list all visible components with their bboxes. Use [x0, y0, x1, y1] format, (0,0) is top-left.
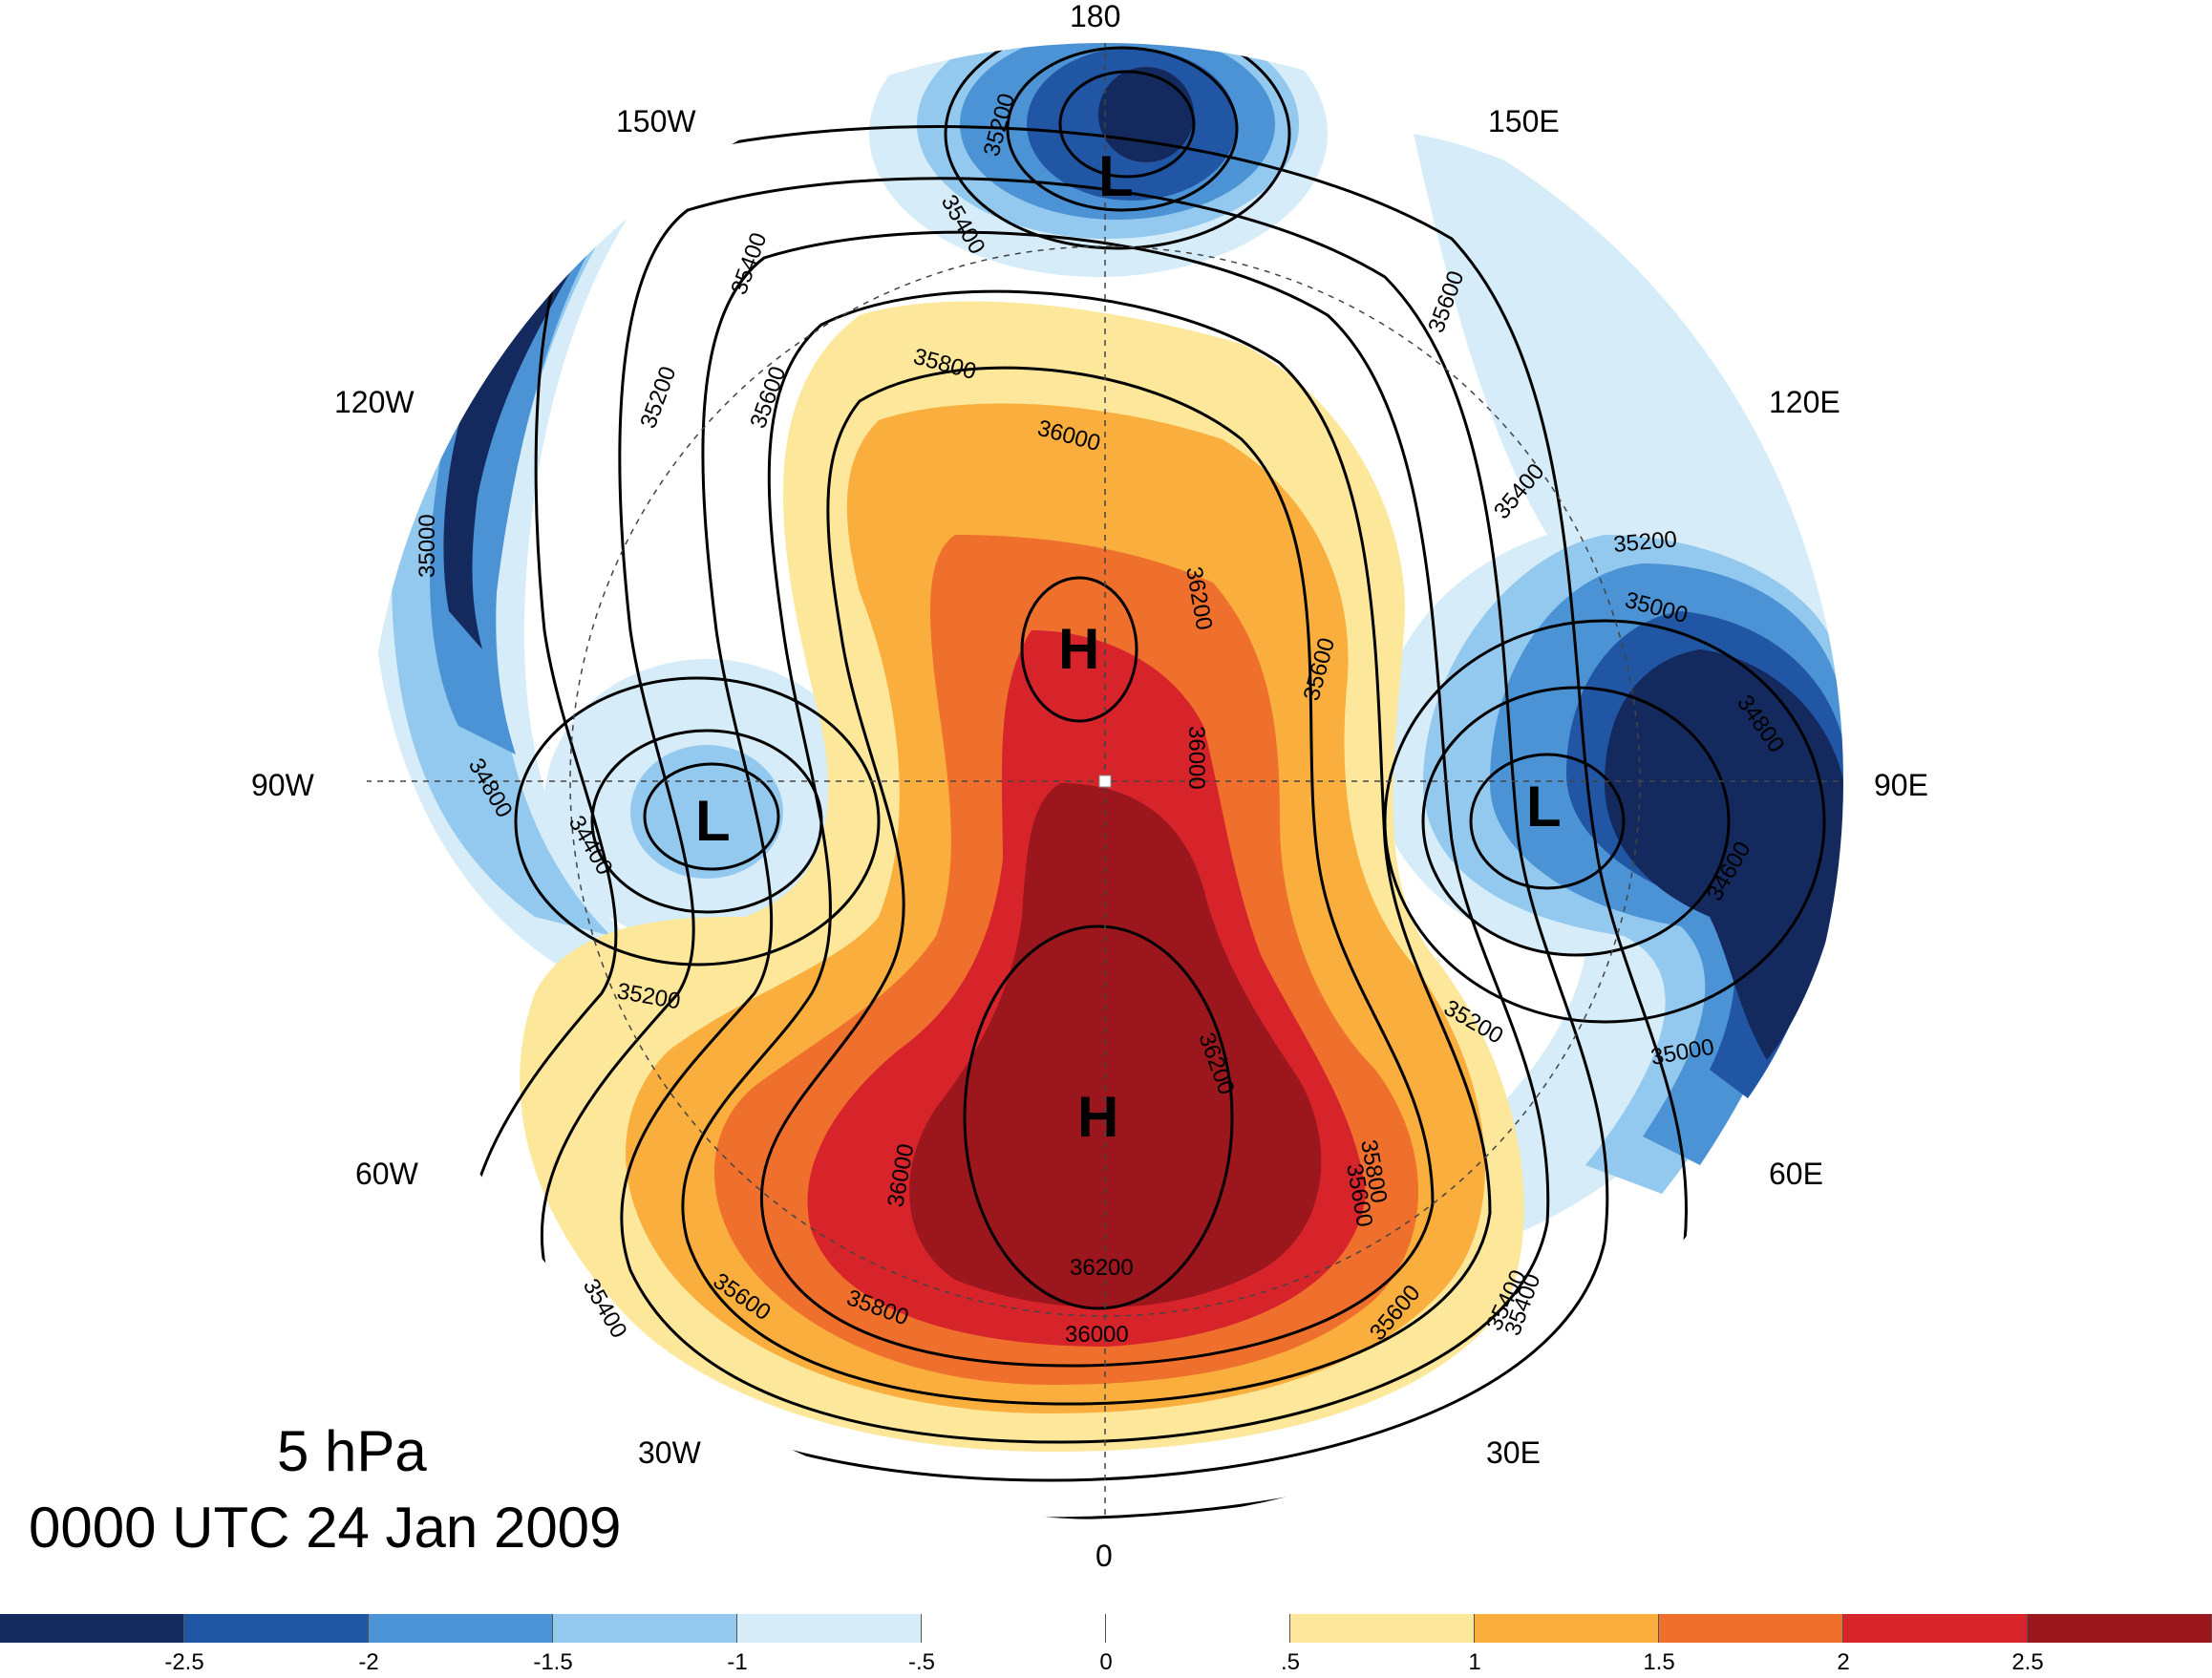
contour-line — [643, 762, 780, 871]
colorbar-box — [737, 1614, 922, 1643]
longitude-label: 30W — [638, 1435, 702, 1470]
colorbar-box — [1106, 1614, 1290, 1643]
contour-line — [759, 366, 1435, 1368]
longitude-label: 150W — [616, 104, 696, 138]
colorbar-box — [0, 1614, 184, 1643]
colorbar-tick-label: -2.5 — [164, 1649, 204, 1675]
longitude-label: 120W — [334, 385, 415, 419]
contour-label: 36000 — [1065, 1322, 1129, 1348]
contour-line — [963, 924, 1234, 1310]
longitude-label: 60W — [355, 1157, 419, 1191]
pole-marker — [1098, 775, 1112, 788]
low-center-label: L — [1098, 144, 1134, 208]
valid-time-label: 0000 UTC 24 Jan 2009 — [29, 1496, 622, 1560]
low-center-label: L — [695, 789, 731, 853]
latitude-circle — [569, 245, 1641, 1317]
colorbar-tick-label: -1 — [727, 1649, 748, 1675]
colorbar-tick-label: 2.5 — [2011, 1649, 2044, 1675]
colorbar-box — [1290, 1614, 1475, 1643]
colorbar-tick-label: 1 — [1468, 1649, 1481, 1675]
contour-line — [1020, 576, 1138, 723]
contour-line — [514, 676, 881, 966]
colorbar-box — [369, 1614, 553, 1643]
longitude-label: 60E — [1769, 1157, 1823, 1191]
colorbar-box — [922, 1614, 1106, 1643]
colorbar-box — [2028, 1614, 2212, 1643]
east-negative-shading-deep — [1605, 649, 1844, 1060]
america-low-shading-core — [630, 745, 783, 879]
contour-line — [1469, 753, 1626, 890]
contour-label: 36200 — [1070, 1255, 1134, 1281]
contour-label: 35200 — [1612, 526, 1678, 558]
colorbar-box — [184, 1614, 369, 1643]
contour-line — [540, 177, 1609, 1482]
longitude-label: 150E — [1488, 104, 1560, 138]
contour-line — [620, 230, 1550, 1444]
polar-stereographic-map: 35200 35400 35400 35200 35600 35800 3600… — [251, 0, 1928, 1573]
colorbar-tick-label: -1.5 — [533, 1649, 573, 1675]
low-center-label: L — [1526, 775, 1562, 839]
colorbar-tick-label: 0 — [1099, 1649, 1113, 1675]
contour-line — [944, 42, 1291, 250]
colorbar-tick-label: 2 — [1837, 1649, 1850, 1675]
longitude-label: 180 — [1070, 0, 1120, 33]
colorbar-tick-label: .5 — [1280, 1649, 1301, 1675]
colorbar — [0, 1614, 2212, 1643]
high-center-label: H — [1058, 617, 1099, 681]
longitude-label: 90W — [251, 768, 315, 802]
colorbar-tick-label: -.5 — [907, 1649, 936, 1675]
longitude-label: 0 — [1095, 1539, 1113, 1573]
colorbar-box — [1843, 1614, 2028, 1643]
map-boundary — [365, 41, 1845, 1521]
contour-line — [681, 289, 1492, 1406]
colorbar-box — [1475, 1614, 1659, 1643]
colorbar-tick-label: -2 — [358, 1649, 379, 1675]
colorbar-box — [1659, 1614, 1843, 1643]
contour-line — [1421, 686, 1731, 957]
longitude-label: 30E — [1486, 1435, 1541, 1470]
positive-shading-darkred — [909, 783, 1322, 1307]
contour-line — [1058, 70, 1196, 179]
longitude-label: 120E — [1769, 385, 1840, 419]
pressure-level-label: 5 hPa — [277, 1419, 427, 1483]
colorbar-tick-labels: -2.5 -2 -1.5 -1 -.5 0 .5 1 1.5 2 2.5 — [0, 1649, 2212, 1678]
contour-label: 35000 — [415, 514, 440, 578]
longitude-label: 90E — [1874, 768, 1928, 802]
colorbar-tick-label: 1.5 — [1643, 1649, 1675, 1675]
high-center-label: H — [1077, 1085, 1118, 1149]
contour-label: 36000 — [1183, 726, 1209, 790]
height-contours — [463, 42, 1826, 1520]
colorbar-box — [553, 1614, 737, 1643]
